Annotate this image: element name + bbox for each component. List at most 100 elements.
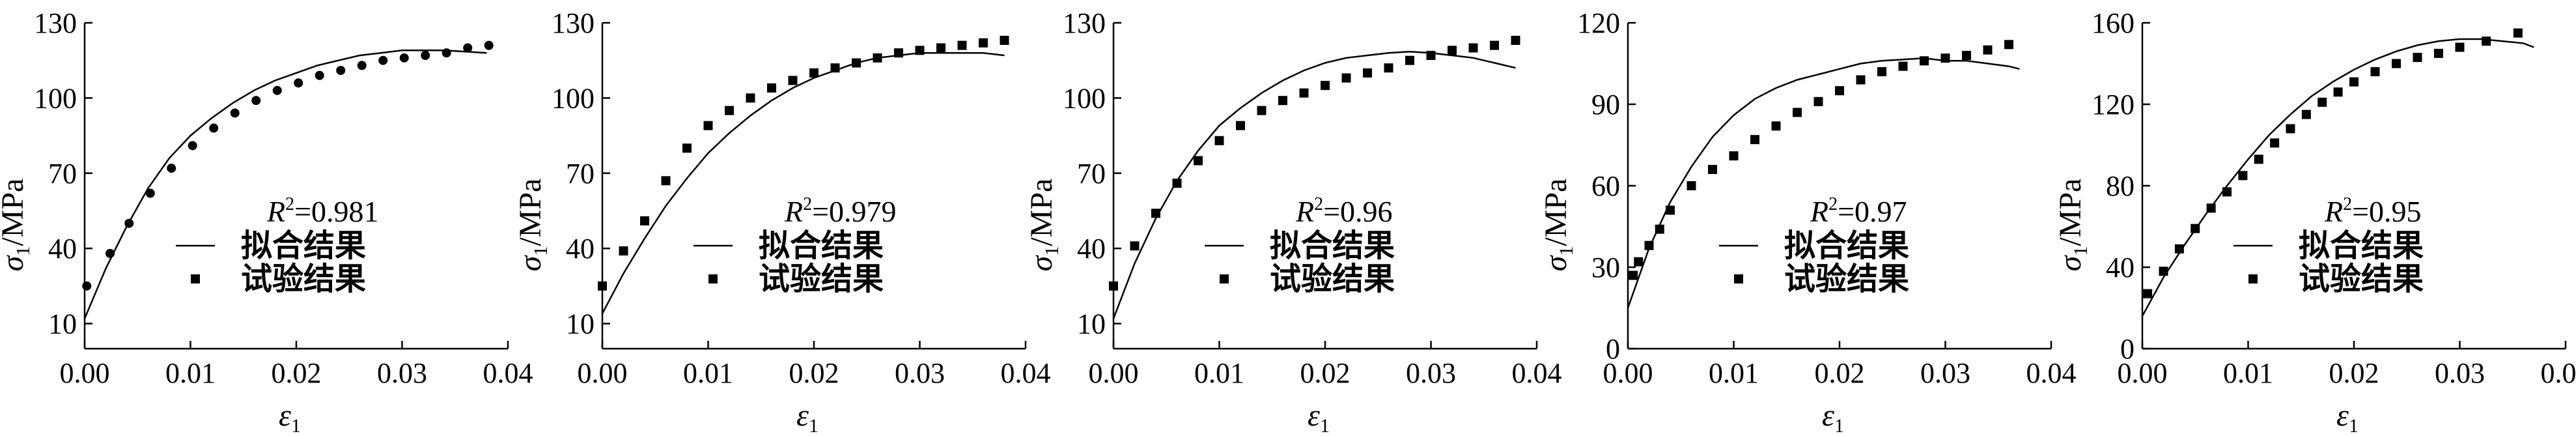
test-point (1448, 46, 1457, 55)
test-point (1384, 63, 1393, 73)
test-point (2317, 97, 2327, 107)
x-tick-label: 0.00 (578, 357, 628, 389)
y-tick-label: 10 (48, 308, 77, 340)
test-point (1793, 108, 1802, 117)
test-point (2301, 109, 2311, 119)
x-tick-label: 0.03 (2435, 357, 2485, 389)
legend-test-label: 试验结果 (759, 261, 884, 297)
test-point (2455, 42, 2465, 52)
test-point (1771, 121, 1781, 131)
test-point (463, 43, 473, 53)
test-point (1687, 181, 1696, 190)
test-point (682, 143, 692, 153)
x-tick-label: 0.04 (2026, 357, 2077, 389)
x-tick-label: 0.04 (483, 357, 533, 389)
test-point (2392, 59, 2401, 68)
test-point (852, 58, 861, 68)
legend-fit-label: 拟合结果 (2299, 227, 2424, 264)
test-point (2270, 138, 2280, 148)
test-point (894, 48, 903, 58)
y-tick-label: 70 (1077, 158, 1106, 190)
y-tick-label: 160 (2092, 7, 2135, 39)
x-axis-title: ε1 (1822, 398, 1844, 436)
test-point (1468, 43, 1478, 53)
chart-panel-2: 0.00 0.01 0.02 0.03 0.04 10 40 70 100 130 σ1/MPa ε1… (513, 7, 1051, 436)
test-point (315, 70, 324, 80)
test-point (1299, 88, 1309, 98)
x-tick-label: 0.01 (1194, 357, 1244, 389)
y-tick-label: 100 (1063, 82, 1106, 114)
test-point (2482, 36, 2491, 46)
y-axis-title: σ1/MPa (1024, 179, 1063, 272)
legend-marker-swatch (2248, 274, 2258, 283)
x-tick-label: 0.02 (1300, 357, 1351, 389)
test-point (1405, 55, 1414, 65)
x-tick-label: 0.01 (683, 357, 733, 389)
test-point (1363, 68, 1372, 78)
x-tick-label: 0.04 (1001, 357, 1051, 389)
test-point (1172, 179, 1182, 188)
test-point (2191, 224, 2200, 233)
x-axis-title: ε1 (796, 398, 819, 436)
x-tick-label: 0.04 (1512, 357, 1562, 389)
y-tick-label: 60 (1591, 170, 1620, 202)
r2-annotation: R2=0.97 (1810, 194, 1907, 228)
test-point (2159, 267, 2168, 276)
test-point (1634, 257, 1644, 267)
test-point (209, 123, 219, 133)
test-point (230, 108, 240, 118)
chart-panel-4: 0.00 0.01 0.02 0.03 0.04 0 30 60 90 120 σ1/MPa ε1 R2… (1539, 7, 2077, 436)
test-point (1130, 241, 1140, 251)
test-point (640, 216, 649, 225)
test-point (1750, 135, 1759, 145)
x-tick-label: 0.00 (1089, 357, 1139, 389)
test-point (703, 121, 713, 130)
y-tick-label: 130 (552, 7, 595, 39)
x-tick-label: 0.03 (377, 357, 427, 389)
x-tick-label: 0.01 (2223, 357, 2273, 389)
test-point (1856, 75, 1866, 85)
chart-panel-1: 0.00 0.01 0.02 0.03 0.04 10 40 70 100 130 σ1/MPa ε1… (0, 7, 533, 436)
x-tick-label: 0.02 (1815, 357, 1865, 389)
test-point (1835, 86, 1844, 96)
r2-annotation: R2=0.979 (784, 194, 897, 228)
test-point (1940, 53, 1950, 63)
chart-panel-3: 0.00 0.01 0.02 0.03 0.04 10 40 70 100 130 σ1/MPa ε1… (1024, 7, 1562, 436)
test-point (2206, 203, 2216, 213)
legend-marker-swatch (708, 274, 718, 283)
y-axis-title: σ1/MPa (0, 179, 34, 272)
test-point (105, 248, 115, 258)
legend-fit-label: 拟合结果 (241, 227, 366, 264)
test-point (1962, 51, 1971, 60)
fit-curve (601, 51, 1005, 314)
test-point (2238, 171, 2248, 181)
test-point (82, 281, 92, 291)
test-point (294, 78, 303, 88)
test-point (421, 51, 430, 60)
test-point (188, 141, 197, 151)
fit-curve (1627, 57, 2020, 308)
test-point (484, 40, 494, 50)
y-tick-label: 40 (1077, 233, 1106, 265)
test-point (1813, 96, 1823, 106)
test-point (915, 46, 925, 55)
legend-fit-label: 拟合结果 (1270, 227, 1395, 264)
y-tick-label: 130 (1063, 7, 1106, 39)
y-tick-label: 120 (1577, 7, 1620, 39)
legend-marker-swatch (1734, 274, 1743, 283)
y-tick-label: 90 (1591, 89, 1620, 121)
y-tick-label: 40 (566, 233, 595, 265)
test-point (1644, 240, 1654, 250)
test-point (1321, 81, 1330, 91)
test-point (809, 68, 819, 78)
y-axis-title: σ1/MPa (1539, 179, 1577, 272)
test-point (936, 43, 945, 53)
fit-curve (83, 50, 487, 319)
x-axis-title: ε1 (279, 398, 301, 436)
test-point (1729, 151, 1739, 161)
x-tick-label: 0.01 (165, 357, 216, 389)
test-point (1666, 205, 1675, 215)
r2-annotation: R2=0.95 (2324, 194, 2422, 228)
y-tick-label: 100 (34, 82, 77, 114)
legend-fit-label: 拟合结果 (1784, 227, 1909, 264)
